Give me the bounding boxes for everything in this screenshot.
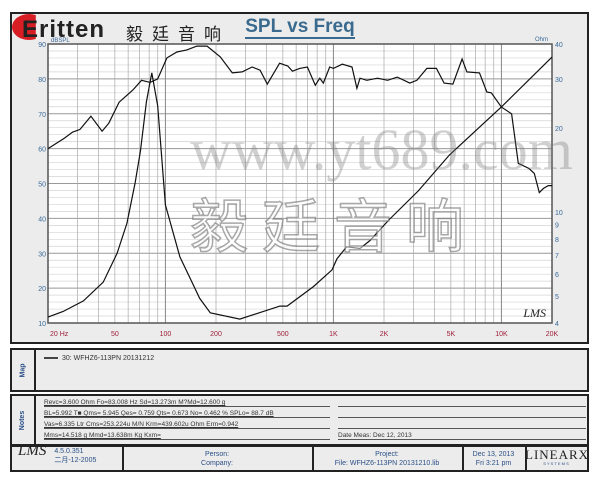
version-info: 4.5.0.351 二月-12-2005 [54, 447, 96, 470]
project-file: File: WFHZ6-113PN 20131210.lib [334, 459, 440, 467]
y-tick-label-right: 10 [555, 210, 563, 217]
note-line: BL=5.992 T■ Qms= 5.945 Qes= 0.759 Qts= 0… [44, 410, 330, 418]
linearx-sub: S Y S T E M S [543, 460, 569, 466]
notes-label: Notes [12, 396, 36, 444]
x-tick-label: 100 [160, 331, 172, 338]
y-tick-label-right: 4 [555, 321, 559, 328]
map-entry-text: 30: WFHZ6-113PN 20131212 [62, 355, 155, 362]
y-tick-label-left: 40 [38, 216, 46, 223]
version-date: 二月-12-2005 [54, 457, 97, 464]
note-line: Vas=6.335 Ltr Cms=253.224u M/N Krm=439.6… [44, 421, 330, 429]
plot-border [47, 43, 553, 324]
y-tick-label-left: 80 [38, 77, 46, 84]
y-tick-label-right: 30 [555, 77, 563, 84]
y-tick-label-left: 90 [38, 42, 46, 49]
footer: LMS 4.5.0.351 二月-12-2005 Person: Company: … [10, 443, 590, 472]
y-tick-label-right: 5 [555, 294, 559, 301]
note-line: Revc=3.600 Ohm Fo=83.008 Hz Sd=13.273m M… [44, 399, 330, 407]
y-tick-label-right: 9 [555, 223, 559, 230]
chart-title: SPL vs Freq [0, 16, 600, 39]
note-line-right [338, 399, 586, 407]
map-label: Map [12, 350, 36, 390]
note-line: Mms=14.518 g Mmd=13.638m Kg Kxm= [44, 432, 330, 440]
logo-swoosh-icon [12, 14, 36, 40]
company-label: Company: [201, 459, 233, 467]
y-tick-label-left: 30 [38, 251, 46, 258]
y-tick-label-right: 7 [555, 253, 559, 260]
footer-person-cell: Person: Company: [122, 447, 314, 470]
lms-logo: LMS [18, 443, 47, 459]
y-tick-label-right: 40 [555, 42, 563, 49]
y-tick-label-right: 8 [555, 237, 559, 244]
footer-project-cell: Project: File: WFHZ6-113PN 20131210.lib [312, 447, 464, 470]
y-tick-label-left: 10 [38, 321, 46, 328]
project-label: Project: [375, 450, 399, 458]
y-tick-label-right: 20 [555, 126, 563, 133]
map-panel: Map 30: WFHZ6-113PN 20131212 [10, 348, 589, 392]
footer-date-cell: Dec 13, 2013 Fri 3:21 pm [462, 447, 527, 470]
x-tick-label: 500 [277, 331, 289, 338]
map-entry[interactable]: 30: WFHZ6-113PN 20131212 [44, 355, 154, 362]
footer-version-cell: LMS 4.5.0.351 二月-12-2005 [12, 443, 124, 470]
footer-time: Fri 3:21 pm [475, 459, 512, 467]
x-tick-label: 2K [380, 331, 389, 338]
x-tick-label: 20K [546, 331, 559, 338]
series-swatch-icon [44, 357, 58, 360]
linearx-logo: LINEARX S Y S T E M S [525, 446, 590, 470]
y-tick-label-left: 60 [38, 147, 46, 154]
spl-chart: 20 Hz 50 100 200 500 1K 2K 5K 10K 20K 90 80 70 60 50 40… [38, 37, 563, 338]
note-line-right [338, 410, 586, 418]
y-tick-label-left: 50 [38, 182, 46, 189]
note-line-right [338, 421, 586, 429]
chart-title-text: SPL vs Freq [245, 16, 355, 39]
y-tick-label-left: 20 [38, 286, 46, 293]
lms-mark: LMS [522, 306, 546, 320]
linearx-brand: LINEARX [525, 446, 590, 462]
note-line-right: Date Meas: Dec 12, 2013 [338, 432, 586, 440]
y-unit-right: Ohm [535, 37, 548, 43]
map-label-text: Map [19, 363, 27, 377]
x-tick-label: 5K [447, 331, 456, 338]
x-tick-label: 200 [210, 331, 222, 338]
notes-label-text: Notes [19, 410, 27, 430]
person-label: Person: [204, 450, 230, 458]
logo-chinese: 毅廷音响 [126, 25, 230, 45]
footer-date: Dec 13, 2013 [472, 450, 515, 458]
y-tick-label-right: 6 [555, 272, 559, 279]
version: 4.5.0.351 [54, 448, 84, 455]
notes-panel: Notes Revc=3.600 Ohm Fo=83.008 Hz Sd=13.… [10, 394, 589, 446]
y-unit-left: dBSPL [51, 38, 70, 44]
x-tick-label: 1K [329, 331, 338, 338]
x-tick-label: 20 Hz [50, 331, 69, 338]
x-tick-label: 10K [495, 331, 508, 338]
logo-brand: Eritten [22, 16, 106, 43]
series-impedance-line [47, 56, 553, 320]
x-tick-label: 50 [111, 331, 119, 338]
y-tick-label-left: 70 [38, 112, 46, 119]
